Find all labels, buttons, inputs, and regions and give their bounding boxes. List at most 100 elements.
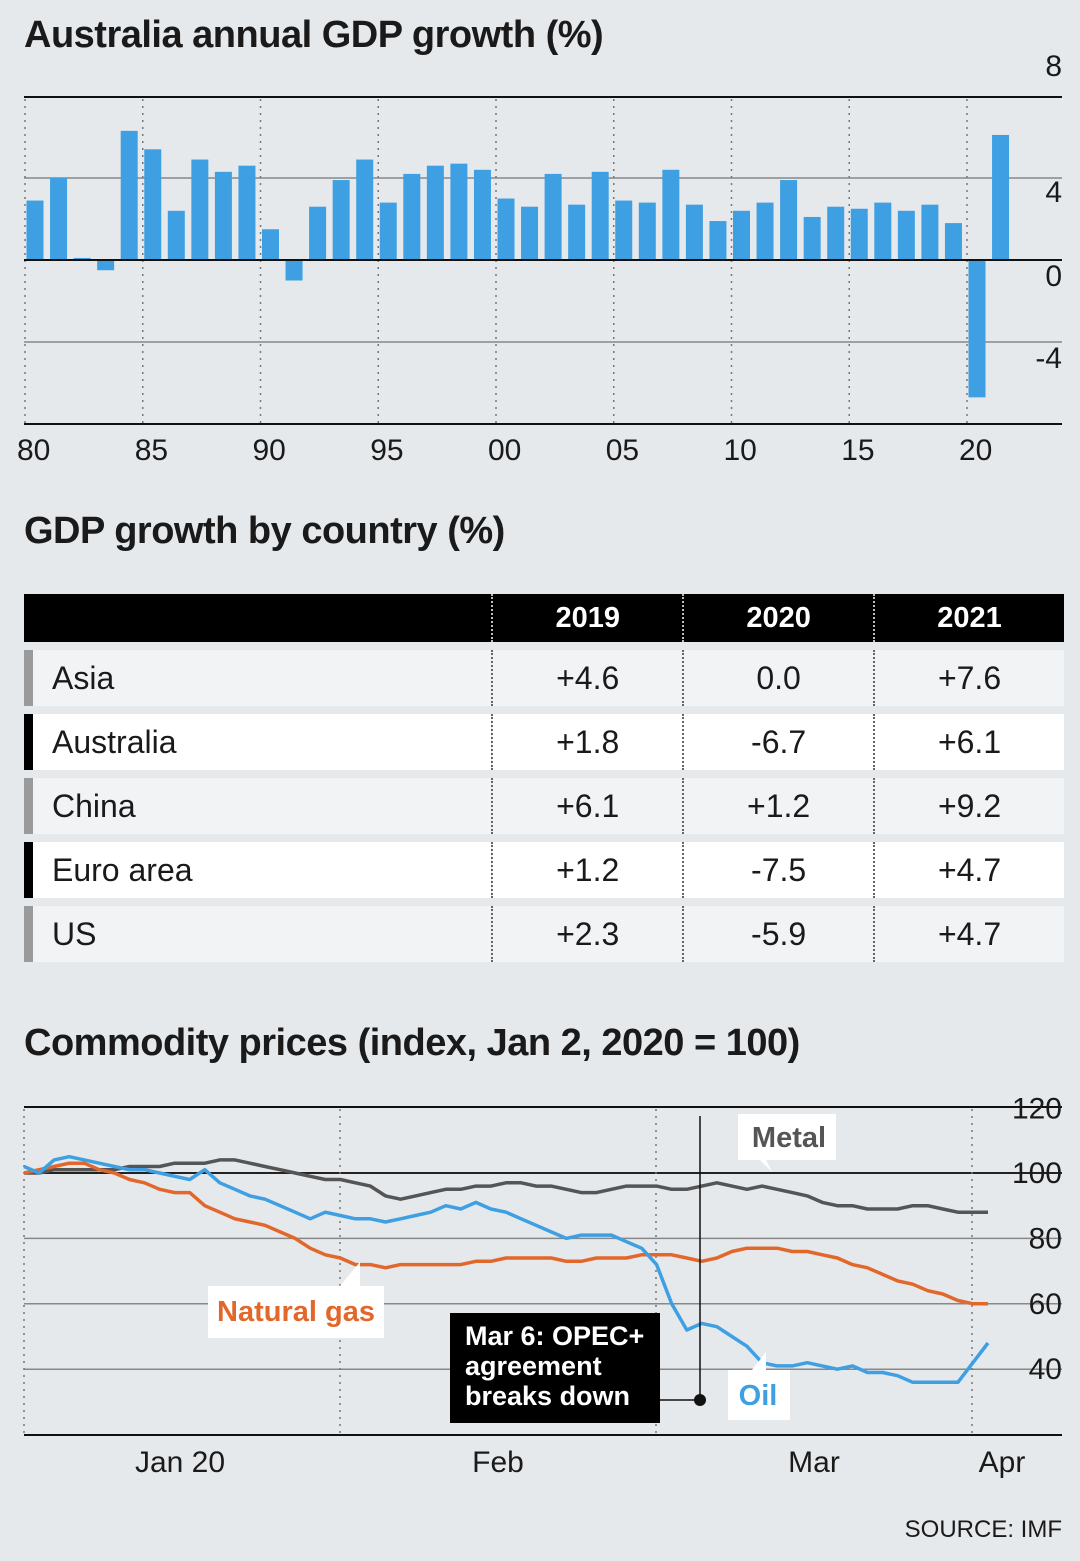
- table-gap-cell: [24, 706, 1064, 714]
- gdp-bar: [144, 149, 162, 260]
- gdp-country-table: 2019 2020 2021 Asia +4.6 0.0 +7.6 Australia +…: [24, 594, 1064, 962]
- row-marker: [24, 906, 33, 962]
- table-row-label: US: [24, 906, 493, 962]
- series-label-metal: Metal: [752, 1122, 826, 1154]
- table-gap-row: [24, 898, 1064, 906]
- gdp-bar: [827, 206, 845, 260]
- table-cell-2019: +4.6: [491, 650, 684, 706]
- comm-y-tick-label: 80: [1029, 1222, 1062, 1255]
- series-label-box: [728, 1370, 790, 1420]
- gdp-x-tick-label: 95: [370, 434, 403, 467]
- table-cell-2021: +7.6: [873, 650, 1064, 706]
- gdp-bar: [756, 202, 774, 260]
- gdp-bar: [662, 169, 680, 260]
- series-line-metal: [24, 1158, 988, 1214]
- table-cell-2021: +4.7: [873, 906, 1064, 962]
- annotation-dot: [694, 1394, 706, 1406]
- table-cell-2019: +1.8: [491, 714, 684, 770]
- table-header-blank: [24, 594, 493, 642]
- row-label-text: Euro area: [52, 851, 193, 888]
- table-gap-cell: [24, 642, 1064, 650]
- table-cell-2021: +4.7: [873, 842, 1064, 898]
- gdp-bar: [262, 229, 279, 260]
- table-cell-2020: -7.5: [682, 842, 875, 898]
- gdp-bar: [968, 260, 986, 398]
- table-cell-2020: -6.7: [682, 714, 875, 770]
- gdp-bar: [403, 173, 421, 260]
- gdp-y-tick-label: 4: [1045, 176, 1062, 209]
- table-gap-row: [24, 770, 1064, 778]
- gdp-x-tick-label: 85: [135, 434, 168, 467]
- table-row: US +2.3 -5.9 +4.7: [24, 906, 1064, 962]
- gdp-bar: [97, 260, 115, 271]
- gdp-bar: [544, 173, 562, 260]
- table-gap-cell: [24, 834, 1064, 842]
- table-row: Euro area +1.2 -7.5 +4.7: [24, 842, 1064, 898]
- gdp-x-tick-label: 80: [17, 434, 50, 467]
- comm-x-tick-label: Mar: [788, 1446, 840, 1479]
- gdp-bar: [638, 202, 656, 260]
- gdp-bar: [709, 221, 727, 260]
- gdp-x-tick-label: 05: [606, 434, 639, 467]
- row-marker: [24, 650, 33, 706]
- row-marker: [24, 842, 33, 898]
- gdp-bar: [332, 180, 350, 260]
- table-header-2021: 2021: [873, 594, 1064, 642]
- gdp-bar: [285, 260, 303, 281]
- commodity-chart-title: Commodity prices (index, Jan 2, 2020 = 1…: [24, 1022, 800, 1064]
- comm-x-tick-label: Feb: [472, 1446, 524, 1479]
- gdp-bar: [780, 180, 798, 260]
- gdp-bar: [450, 163, 468, 260]
- gdp-bar: [379, 202, 397, 260]
- comm-x-tick-label: Apr: [979, 1446, 1026, 1479]
- gdp-bar: [73, 257, 91, 260]
- gdp-bar: [50, 178, 68, 260]
- table-row-label: China: [24, 778, 493, 834]
- table-row-label: Euro area: [24, 842, 493, 898]
- row-label-text: US: [52, 915, 97, 952]
- gdp-bar: [497, 198, 515, 260]
- gdp-bar-chart: 8 4 0 -4 80 85 90 95 00 05 10 15 20: [17, 50, 1062, 467]
- gdp-bar: [473, 169, 491, 260]
- gdp-bar: [897, 210, 915, 260]
- table-cell-2020: 0.0: [682, 650, 875, 706]
- series-label-oil: Oil: [739, 1380, 778, 1412]
- gdp-bar: [568, 204, 586, 260]
- gdp-bar: [685, 204, 703, 260]
- gdp-bar: [191, 159, 209, 260]
- gdp-bar: [356, 159, 374, 260]
- gdp-bar: [944, 223, 962, 260]
- gdp-bar: [850, 208, 868, 260]
- gdp-bar: [803, 216, 821, 260]
- gdp-y-tick-label: 0: [1045, 260, 1062, 293]
- gdp-bar: [992, 134, 1010, 260]
- gdp-bar: [167, 210, 185, 260]
- table-gap-row: [24, 642, 1064, 650]
- table-cell-2021: +6.1: [873, 714, 1064, 770]
- table-cell-2020: +1.2: [682, 778, 875, 834]
- comm-y-tick-label: 100: [1012, 1157, 1062, 1190]
- gdp-bar: [238, 165, 256, 260]
- series-line-oil: [23, 1154, 990, 1385]
- gdp-x-tick-label: 20: [959, 434, 992, 467]
- gdp-bar: [874, 202, 892, 260]
- table-cell-2019: +2.3: [491, 906, 684, 962]
- gdp-bar: [214, 171, 232, 260]
- table-header-2020: 2020: [682, 594, 875, 642]
- table-gap-row: [24, 834, 1064, 842]
- gdp-x-tick-label: 10: [724, 434, 757, 467]
- annotation-box: [450, 1313, 660, 1423]
- row-label-text: Australia: [52, 723, 177, 760]
- annotation-text-line: breaks down: [465, 1381, 630, 1411]
- gdp-x-tick-label: 90: [253, 434, 286, 467]
- table-gap-row: [24, 706, 1064, 714]
- series-line-natural-gas: [23, 1161, 988, 1306]
- gdp-bar: [426, 165, 444, 260]
- gdp-bar: [309, 206, 327, 260]
- gdp-x-tick-label: 00: [488, 434, 521, 467]
- annotation-text-line: agreement: [465, 1351, 602, 1381]
- comm-y-tick-label: 120: [1012, 1093, 1062, 1126]
- gdp-bar: [120, 130, 138, 260]
- row-label-text: Asia: [52, 659, 115, 696]
- row-marker: [24, 778, 33, 834]
